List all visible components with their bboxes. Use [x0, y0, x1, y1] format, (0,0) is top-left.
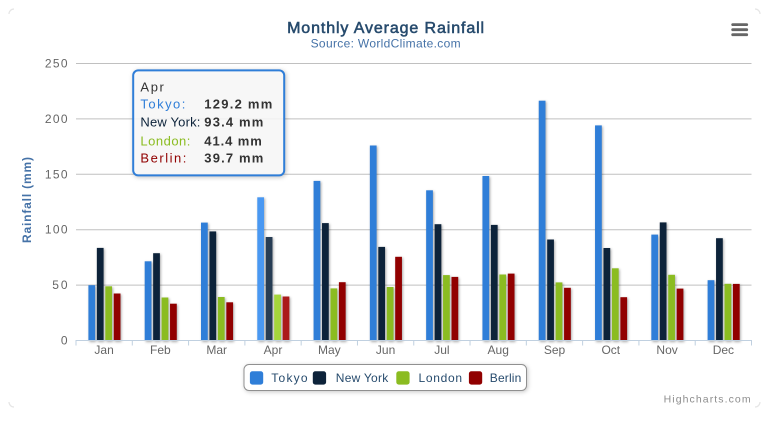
svg-text:Oct: Oct: [601, 343, 620, 357]
svg-text:Apr: Apr: [140, 80, 164, 95]
svg-text:Tokyo: Tokyo: [271, 371, 308, 385]
svg-text:Berlin:: Berlin:: [140, 151, 186, 166]
svg-text:Rainfall (mm): Rainfall (mm): [20, 157, 34, 243]
svg-text:129.2 mm: 129.2 mm: [204, 97, 272, 112]
svg-text:Dec: Dec: [713, 343, 734, 357]
svg-text:Nov: Nov: [656, 343, 677, 357]
svg-text:Tokyo:: Tokyo:: [140, 97, 185, 112]
svg-text:Sep: Sep: [544, 343, 566, 357]
svg-text:93.4 mm: 93.4 mm: [204, 115, 263, 130]
svg-text:100: 100: [45, 223, 68, 237]
svg-text:150: 150: [45, 167, 68, 181]
svg-text:Highcharts.com: Highcharts.com: [664, 394, 751, 406]
svg-text:0: 0: [61, 334, 68, 348]
svg-text:39.7 mm: 39.7 mm: [204, 151, 263, 166]
svg-text:London: London: [419, 371, 463, 385]
svg-text:Apr: Apr: [264, 343, 283, 357]
svg-text:Jun: Jun: [376, 343, 395, 357]
svg-text:New York: New York: [336, 371, 389, 385]
svg-text:Source: WorldClimate.com: Source: WorldClimate.com: [311, 37, 461, 51]
svg-text:Mar: Mar: [206, 343, 227, 357]
svg-text:Feb: Feb: [150, 343, 171, 357]
svg-text:250: 250: [45, 57, 68, 71]
svg-text:New York:: New York:: [140, 115, 200, 130]
svg-text:May: May: [318, 343, 341, 357]
svg-text:Jul: Jul: [434, 343, 449, 357]
svg-text:London:: London:: [140, 134, 190, 149]
svg-text:Berlin: Berlin: [490, 371, 522, 385]
svg-text:41.4 mm: 41.4 mm: [204, 134, 261, 149]
svg-text:200: 200: [45, 112, 68, 126]
svg-text:Jan: Jan: [94, 343, 113, 357]
svg-text:Aug: Aug: [488, 343, 509, 357]
svg-text:Monthly Average Rainfall: Monthly Average Rainfall: [287, 20, 484, 37]
svg-text:50: 50: [52, 278, 68, 292]
